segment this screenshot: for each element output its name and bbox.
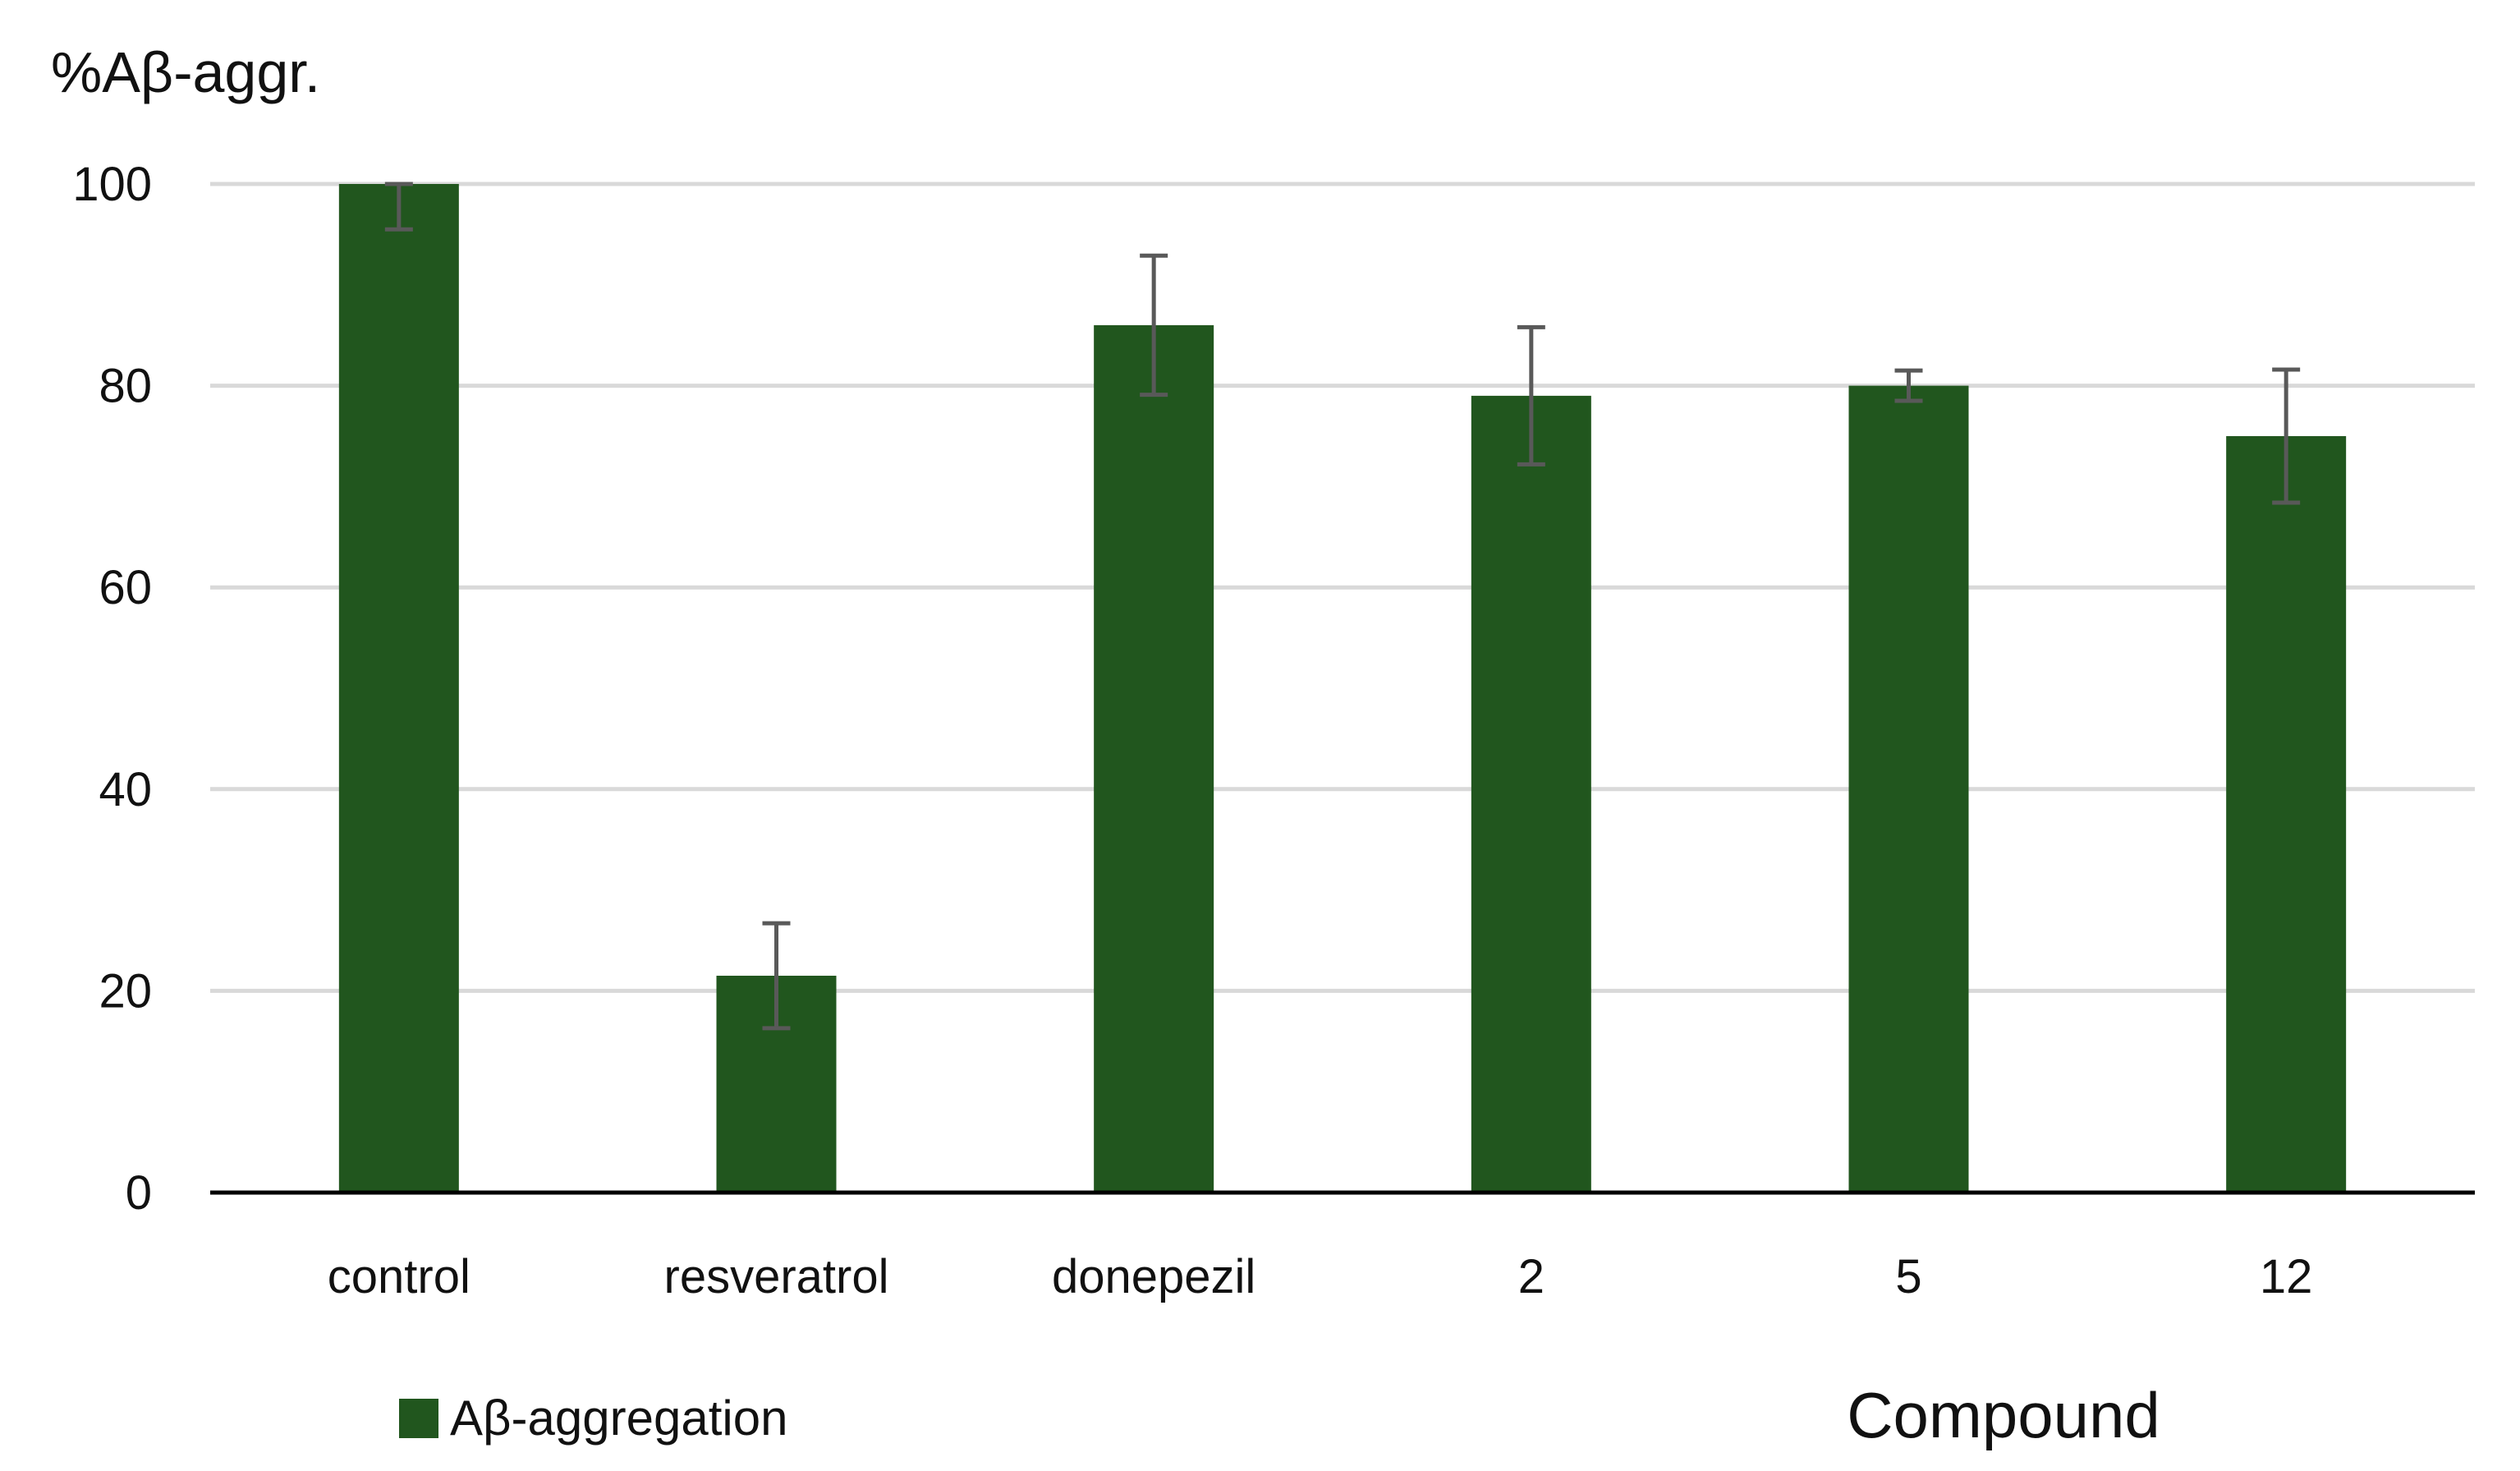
legend-label: Aβ-aggregation [450,1391,787,1446]
legend: Aβ-aggregation [399,1391,787,1446]
x-tick-label: resveratrol [664,1250,889,1303]
bar-12 [2226,436,2347,1193]
y-axis-title: %Aβ-aggr. [51,40,320,104]
x-tick-label: 2 [1518,1250,1545,1303]
x-axis-title: Compound [1847,1379,2160,1451]
bars [338,184,2347,1193]
error-bar-donepezil [1140,253,1168,398]
legend-swatch [399,1399,438,1438]
y-tick-label: 20 [99,964,152,1018]
x-tick-label: donepezil [1052,1250,1255,1303]
y-tick-labels: 0 20 40 60 80 100 [72,158,152,1220]
error-bar-resveratrol [762,921,791,1031]
x-tick-label: 5 [1895,1250,1921,1303]
y-tick-label: 40 [99,763,152,816]
bar-2 [1471,395,1591,1193]
error-bar-2 [1517,324,1545,467]
error-bar-control [384,182,413,232]
y-tick-label: 100 [72,158,152,211]
error-bar-5 [1894,368,1923,403]
y-tick-label: 60 [99,561,152,614]
gridlines [210,182,2475,993]
error-bar-12 [2272,367,2301,505]
y-tick-label: 80 [99,360,152,413]
x-tick-labels: control resveratrol donepezil 2 5 12 [328,1250,2313,1303]
y-tick-label: 0 [126,1166,152,1220]
error-bars [384,182,2301,1031]
bar-donepezil [1094,324,1214,1193]
x-tick-label: control [328,1250,470,1303]
x-tick-label: 12 [2260,1250,2313,1303]
bar-control [338,184,459,1193]
bar-5 [1848,385,1969,1193]
